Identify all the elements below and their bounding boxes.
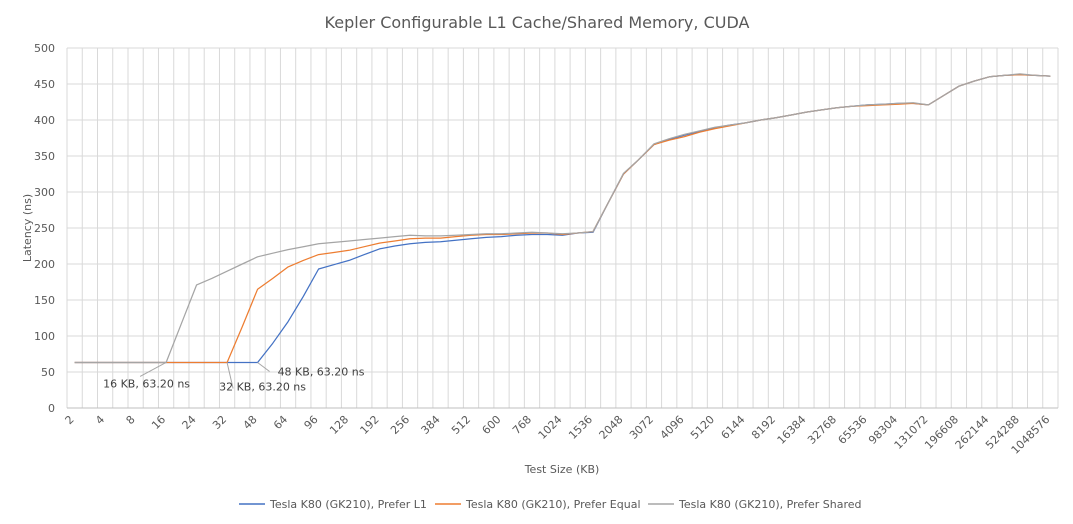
x-tick-label: 384 bbox=[419, 413, 443, 437]
annotation-leader-line bbox=[139, 362, 167, 377]
series-lines bbox=[74, 73, 1051, 364]
x-tick-label: 32768 bbox=[805, 413, 839, 447]
annotation-label: 48 KB, 63.20 ns bbox=[278, 365, 365, 378]
x-tick-label: 6144 bbox=[719, 413, 748, 442]
x-tick-label: 128 bbox=[327, 413, 351, 437]
x-tick-label: 5120 bbox=[688, 413, 717, 442]
annotation-leader-line bbox=[257, 362, 270, 372]
x-tick-label: 48 bbox=[241, 413, 260, 432]
y-axis-ticks: 0 50 100 150 200 250 300 350 400 450 500 bbox=[34, 42, 55, 415]
series-line bbox=[74, 73, 1051, 364]
x-tick-label: 24 bbox=[180, 413, 199, 432]
legend-entry-label: Tesla K80 (GK210), Prefer L1 bbox=[269, 498, 427, 511]
x-tick-label: 65536 bbox=[836, 413, 870, 447]
x-tick-label: 8 bbox=[124, 413, 138, 427]
y-tick-label: 400 bbox=[34, 114, 55, 127]
x-tick-label: 16 bbox=[149, 413, 168, 432]
y-axis-label: Latency (ns) bbox=[21, 194, 34, 262]
x-axis-label: Test Size (KB) bbox=[524, 463, 600, 476]
x-tick-label: 192 bbox=[358, 413, 382, 437]
x-tick-label: 1536 bbox=[566, 413, 595, 442]
x-axis-ticks: 2 4 8 16 24 32 48 64 96 128 192 256 384 512 600 768 1024… bbox=[63, 413, 1053, 457]
y-tick-label: 500 bbox=[34, 42, 55, 55]
y-tick-label: 100 bbox=[34, 330, 55, 343]
annotation-label: 32 KB, 63.20 ns bbox=[219, 380, 306, 393]
x-tick-label: 96 bbox=[302, 413, 321, 432]
x-tick-label: 3072 bbox=[627, 413, 656, 442]
x-tick-label: 64 bbox=[271, 413, 290, 432]
chart-title: Kepler Configurable L1 Cache/Shared Memo… bbox=[325, 13, 750, 32]
x-tick-label: 1024 bbox=[536, 413, 565, 442]
x-tick-label: 32 bbox=[210, 413, 229, 432]
y-tick-label: 0 bbox=[48, 402, 55, 415]
x-tick-label: 2 bbox=[63, 413, 77, 427]
x-tick-label: 768 bbox=[510, 413, 534, 437]
annotations: 16 KB, 63.20 ns 32 KB, 63.20 ns 48 KB, 63.… bbox=[103, 362, 365, 393]
legend-entry-label: Tesla K80 (GK210), Prefer Shared bbox=[678, 498, 862, 511]
gridlines bbox=[66, 47, 1059, 408]
y-tick-label: 300 bbox=[34, 186, 55, 199]
x-tick-label: 4 bbox=[93, 413, 107, 427]
y-tick-label: 350 bbox=[34, 150, 55, 163]
x-tick-label: 16384 bbox=[775, 413, 809, 447]
legend-entry-label: Tesla K80 (GK210), Prefer Equal bbox=[465, 498, 641, 511]
series-line bbox=[74, 73, 1051, 364]
x-tick-label: 600 bbox=[480, 413, 504, 437]
annotation-label: 16 KB, 63.20 ns bbox=[103, 377, 190, 390]
legend: Tesla K80 (GK210), Prefer L1 Tesla K80 (G… bbox=[239, 498, 862, 511]
y-tick-label: 250 bbox=[34, 222, 55, 235]
y-tick-label: 200 bbox=[34, 258, 55, 271]
x-tick-label: 4096 bbox=[658, 413, 687, 442]
x-tick-label: 256 bbox=[388, 413, 412, 437]
y-tick-label: 450 bbox=[34, 78, 55, 91]
y-tick-label: 150 bbox=[34, 294, 55, 307]
y-tick-label: 50 bbox=[41, 366, 55, 379]
x-tick-label: 512 bbox=[449, 413, 473, 437]
x-tick-label: 2048 bbox=[597, 413, 626, 442]
annotation-leader-line bbox=[226, 362, 234, 389]
series-line bbox=[74, 73, 1051, 364]
